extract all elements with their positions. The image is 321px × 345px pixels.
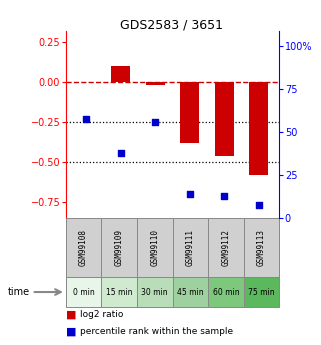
Text: ■: ■ (66, 309, 76, 319)
Bar (249, 82, 268, 175)
Bar (172, 218, 208, 277)
Bar (66, 218, 101, 277)
Text: GSM99109: GSM99109 (115, 229, 124, 266)
Text: GSM99110: GSM99110 (150, 229, 159, 266)
Bar (66, 277, 101, 307)
Bar (244, 277, 279, 307)
Text: 15 min: 15 min (106, 287, 133, 297)
Point (84, 116, 89, 121)
Text: percentile rank within the sample: percentile rank within the sample (80, 327, 233, 336)
Text: GSM99113: GSM99113 (257, 229, 266, 266)
Text: 45 min: 45 min (177, 287, 204, 297)
Point (118, 150, 124, 156)
Bar (172, 277, 208, 307)
Text: 30 min: 30 min (142, 287, 168, 297)
Text: GSM99108: GSM99108 (79, 229, 88, 266)
Text: GSM99111: GSM99111 (186, 229, 195, 266)
Text: log2 ratio: log2 ratio (80, 310, 123, 319)
Bar (180, 82, 199, 143)
Point (221, 193, 227, 199)
Text: 0 min: 0 min (73, 287, 94, 297)
Point (153, 119, 158, 125)
Bar (215, 82, 234, 156)
Text: ■: ■ (66, 327, 76, 337)
Bar (208, 277, 244, 307)
Text: 60 min: 60 min (213, 287, 239, 297)
Text: time: time (7, 287, 30, 297)
Bar (101, 218, 137, 277)
Text: GDS2583 / 3651: GDS2583 / 3651 (120, 19, 223, 32)
Bar (101, 277, 137, 307)
Bar (244, 218, 279, 277)
Point (187, 191, 192, 197)
Bar (208, 218, 244, 277)
Bar (146, 82, 165, 86)
Text: GSM99112: GSM99112 (221, 229, 230, 266)
Point (256, 202, 261, 207)
Bar (137, 277, 172, 307)
Bar (111, 66, 130, 82)
Text: 75 min: 75 min (248, 287, 275, 297)
Bar (137, 218, 172, 277)
